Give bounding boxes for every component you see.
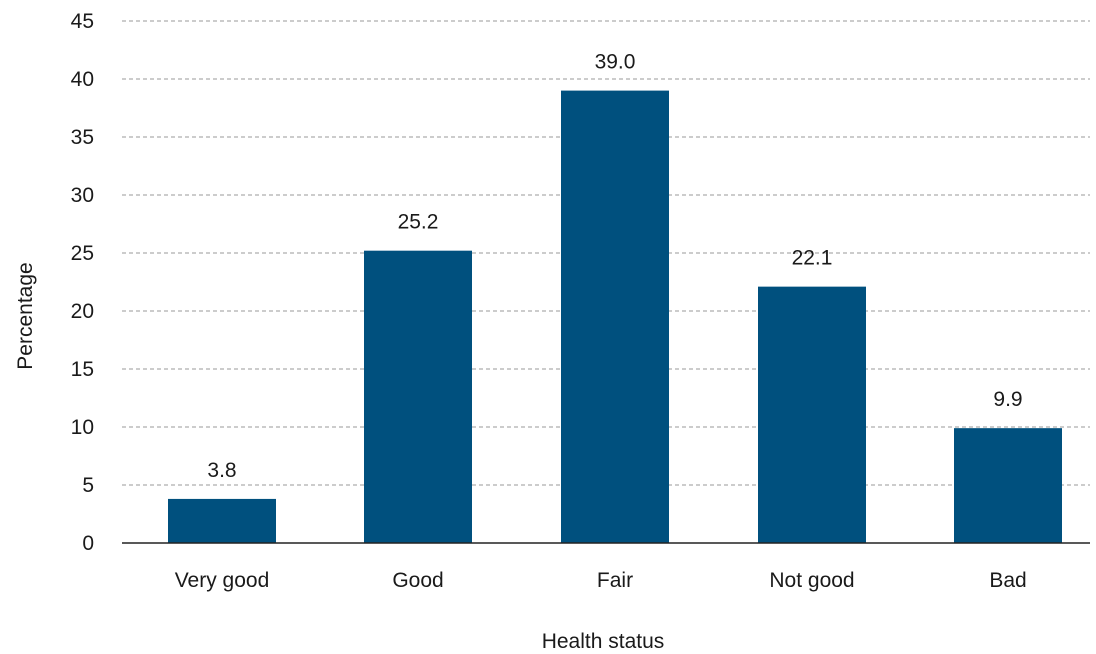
x-tick-label: Bad <box>989 569 1026 592</box>
data-label: 9.9 <box>993 388 1022 411</box>
x-tick-label: Very good <box>175 569 270 592</box>
y-tick-label: 35 <box>71 126 94 149</box>
data-label: 25.2 <box>398 211 439 234</box>
y-tick-label: 5 <box>82 474 94 497</box>
y-axis-title: Percentage <box>14 262 37 369</box>
x-tick-label: Good <box>392 569 443 592</box>
x-tick-label: Not good <box>769 569 854 592</box>
data-label: 22.1 <box>792 247 833 270</box>
y-tick-label: 10 <box>71 416 94 439</box>
y-tick-label: 45 <box>71 10 94 33</box>
y-tick-label: 20 <box>71 300 94 323</box>
data-labels: 3.8 25.2 39.0 22.1 9.9 <box>207 51 1022 482</box>
y-axis-ticks: 0 5 10 15 20 25 30 35 40 45 <box>71 10 94 555</box>
y-tick-label: 15 <box>71 358 94 381</box>
y-tick-label: 25 <box>71 242 94 265</box>
x-axis-ticks: Very good Good Fair Not good Bad <box>175 569 1027 592</box>
bar-not-good <box>758 286 866 543</box>
y-tick-label: 30 <box>71 184 94 207</box>
y-tick-label: 40 <box>71 68 94 91</box>
data-label: 39.0 <box>595 51 636 74</box>
x-tick-label: Fair <box>597 569 633 592</box>
bar-very-good <box>168 498 276 543</box>
bars <box>168 90 1062 543</box>
bar-good <box>364 250 472 543</box>
data-label: 3.8 <box>207 459 236 482</box>
bar-bad <box>954 428 1062 543</box>
x-axis-title: Health status <box>542 630 665 653</box>
bar-fair <box>561 90 669 543</box>
y-tick-label: 0 <box>82 532 94 555</box>
